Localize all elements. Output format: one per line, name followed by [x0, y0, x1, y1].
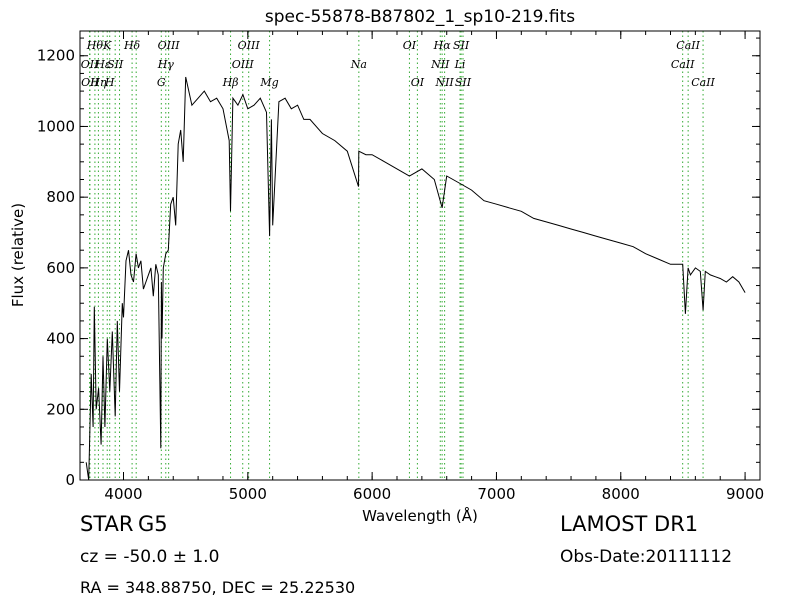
line-label-25-0: SII — [453, 39, 470, 52]
y-tick-label-2: 400 — [46, 330, 75, 348]
line-label-13-0: OIII — [158, 39, 181, 52]
x-tick-label-1: 5000 — [229, 485, 267, 503]
redshift-cz: cz = -50.0 ± 1.0 — [80, 547, 220, 567]
line-label-16-0: OIII — [238, 39, 261, 52]
line-label-29-0: CaII — [691, 76, 715, 89]
line-label-26-0: SII — [455, 76, 472, 89]
line-label-28-0: CaII — [676, 39, 700, 52]
line-label-5-0: K — [102, 39, 112, 52]
y-tick-label-4: 800 — [46, 188, 75, 206]
x-tick-label-0: 4000 — [104, 485, 142, 503]
y-tick-label-5: 1000 — [37, 117, 75, 135]
spectrum-series-line — [85, 76, 746, 481]
line-label-9-0: Hδ — [123, 39, 141, 52]
plot-frame — [79, 30, 761, 481]
y-axis-label: Flux (relative) — [9, 203, 27, 307]
line-label-22-0: Hα — [433, 39, 452, 52]
line-label-6-0: H — [104, 76, 115, 89]
survey-name: LAMOST DR1 — [560, 512, 699, 536]
x-tick-label-2: 6000 — [353, 485, 391, 503]
observation-date: Obs-Date:20111112 — [560, 547, 733, 567]
line-label-14-0: Hβ — [222, 76, 239, 89]
line-label-4-0: Hε — [94, 58, 111, 71]
line-label-19-0: OI — [403, 39, 417, 52]
y-tick-label-0: 0 — [65, 471, 75, 489]
emission-line-markers — [89, 31, 704, 480]
object-type: STAR — [80, 512, 134, 536]
y-axis: 0 200 400 600 800 1000 1200 — [37, 37, 760, 489]
x-tick-label-5: 9000 — [726, 485, 764, 503]
ra-dec-coordinates: RA = 348.88750, DEC = 25.22530 — [80, 578, 356, 597]
x-tick-label-3: 7000 — [477, 485, 515, 503]
line-label-11-0: G — [157, 76, 166, 89]
line-label-15-0: OIII — [232, 58, 255, 71]
x-axis-label: Wavelength (Å) — [362, 506, 478, 525]
line-label-20-0: OI — [411, 76, 425, 89]
object-class: G5 — [138, 512, 168, 536]
line-label-23-0: NII — [434, 76, 454, 89]
line-label-17-0: Mg — [259, 76, 278, 89]
line-label-3-0: Hη — [89, 76, 107, 89]
line-label-27-0: CaII — [671, 58, 695, 71]
chart-title: spec-55878-B87802_1_sp10-219.fits — [265, 7, 575, 27]
line-label-1-0: OII — [81, 76, 99, 89]
line-label-21-0: NII — [430, 58, 450, 71]
y-tick-label-1: 200 — [46, 400, 75, 418]
line-label-12-0: Hγ — [157, 58, 175, 71]
line-label-18-0: Na — [350, 58, 367, 71]
x-axis: 4000 5000 6000 7000 8000 9000 — [104, 31, 764, 503]
line-label-2-0: Hθ — [86, 39, 104, 52]
emission-line-labels: OII OII Hθ Hη Hε K H SII Hδ G Hγ OIII Hβ OIII OIII Mg Na… — [81, 39, 716, 89]
line-label-24-0: Li — [454, 58, 466, 71]
y-tick-label-6: 1200 — [37, 47, 75, 65]
x-tick-label-4: 8000 — [602, 485, 640, 503]
line-label-0-0: OII — [81, 58, 99, 71]
y-tick-label-3: 600 — [46, 259, 75, 277]
line-label-7-0: SII — [107, 58, 124, 71]
